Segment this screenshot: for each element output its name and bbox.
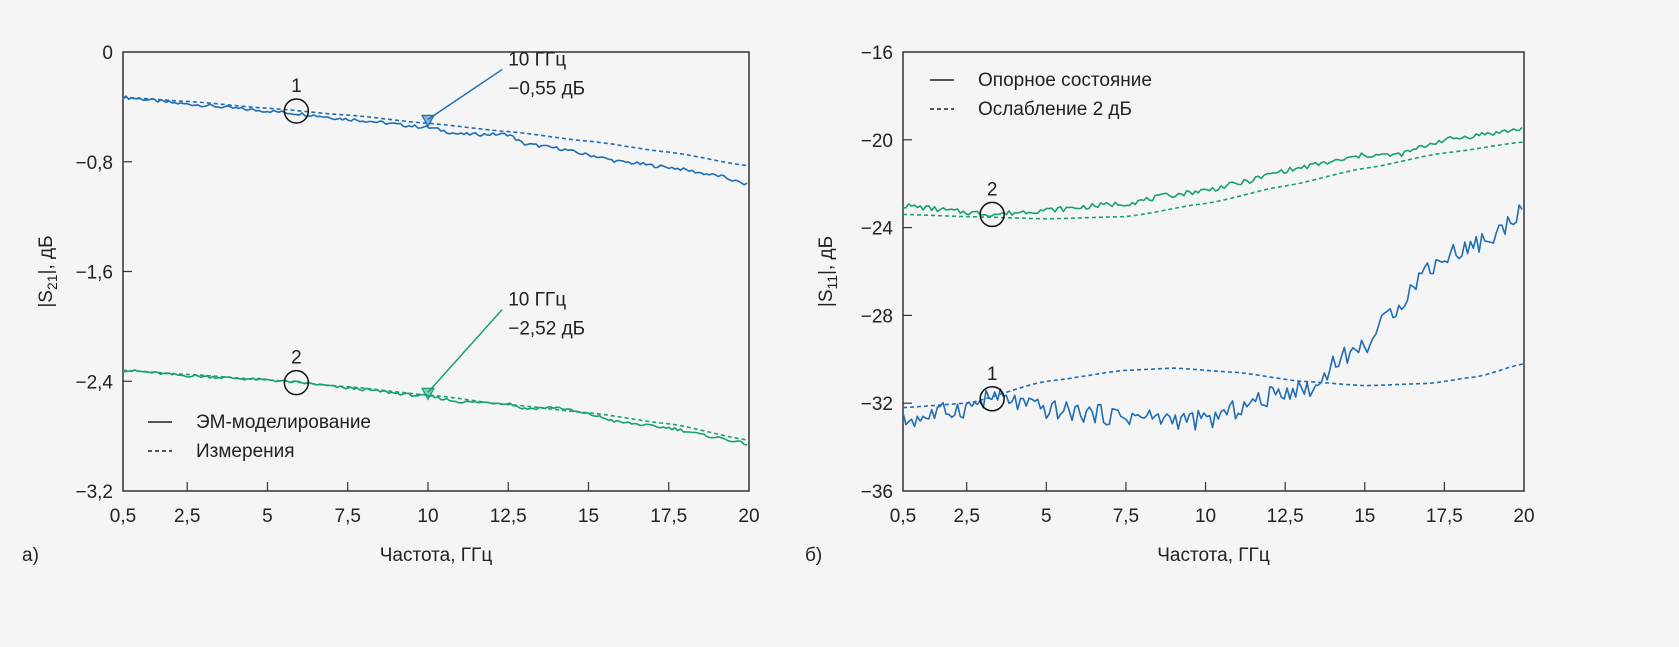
x-axis-label: Частота, ГГц bbox=[1157, 545, 1270, 566]
x-tick-label: 20 bbox=[738, 506, 759, 527]
y-axis-label-subscript: 11 bbox=[824, 275, 840, 290]
x-tick-label: 0,5 bbox=[890, 506, 916, 527]
legend-label: ЭМ-моделирование bbox=[196, 412, 371, 433]
panel-label: б) bbox=[805, 545, 822, 566]
y-tick-label: −16 bbox=[861, 43, 893, 64]
legend-label: Измерения bbox=[196, 441, 295, 462]
y-tick-label: −0,8 bbox=[75, 153, 113, 174]
marker-circle-1 bbox=[979, 386, 1005, 412]
x-tick-label: 12,5 bbox=[490, 506, 527, 527]
annotation-leader-line bbox=[427, 68, 503, 120]
marker-circle-1 bbox=[283, 98, 310, 124]
x-tick-label: 10 bbox=[1195, 506, 1216, 527]
x-tick-label: 0,5 bbox=[110, 506, 136, 527]
chart-b-s11: 0,5 2,5 5 7,5 10 12,5 15 17,5 20 −16 −20 −24 −28 −32 −… bbox=[805, 43, 1535, 566]
series-line-green-dashed bbox=[902, 141, 1525, 220]
marker-circle-2 bbox=[283, 369, 310, 396]
y-axis-label-subscript: 21 bbox=[44, 274, 60, 290]
y-axis-label-prefix: |S bbox=[816, 290, 837, 308]
x-tick-label: 15 bbox=[1354, 506, 1375, 527]
x-tick-label: 17,5 bbox=[1426, 506, 1463, 527]
x-tick-label: 10 bbox=[417, 506, 438, 527]
x-tick-label: 15 bbox=[578, 506, 599, 527]
y-axis-label: |S21|, дБ bbox=[36, 235, 60, 307]
x-tick-label: 7,5 bbox=[1113, 506, 1139, 527]
marker-label-2: 2 bbox=[987, 179, 998, 200]
y-tick-label: 0 bbox=[102, 43, 113, 64]
x-tick-label: 7,5 bbox=[335, 506, 361, 527]
y-tick-label: −28 bbox=[861, 306, 893, 327]
series-line-green-solid bbox=[123, 369, 748, 446]
panel-label: а) bbox=[22, 545, 39, 566]
annotation-triangle-marker bbox=[420, 387, 435, 401]
y-axis-label-prefix: |S bbox=[36, 290, 57, 308]
x-tick-label: 17,5 bbox=[650, 506, 687, 527]
series-line-blue-solid bbox=[902, 204, 1523, 431]
y-tick-label: −24 bbox=[861, 219, 894, 240]
marker-circle-2 bbox=[979, 201, 1005, 228]
legend-label: Опорное состояние bbox=[978, 70, 1152, 91]
marker-label-1: 1 bbox=[987, 364, 998, 385]
plot-frame bbox=[902, 51, 1525, 492]
y-axis-label-suffix: |, дБ bbox=[816, 236, 837, 275]
series-line-green-solid bbox=[902, 126, 1523, 218]
annotation-triangle-marker bbox=[420, 114, 435, 128]
marker-label-1: 1 bbox=[291, 76, 302, 97]
y-tick-label: −3,2 bbox=[75, 482, 113, 503]
x-tick-label: 2,5 bbox=[953, 506, 979, 527]
figure-background bbox=[5, 5, 1674, 603]
y-tick-label: −1,6 bbox=[75, 263, 113, 284]
legend-label: Ослабление 2 дБ bbox=[978, 99, 1132, 120]
x-axis-label: Частота, ГГц bbox=[380, 545, 493, 566]
y-axis-label-suffix: |, дБ bbox=[36, 235, 57, 274]
annotation-frequency: 10 ГГц bbox=[508, 290, 566, 311]
annotation-leader-line bbox=[427, 309, 503, 393]
y-axis-label: |S11|, дБ bbox=[816, 236, 840, 307]
annotation-frequency: 10 ГГц bbox=[508, 49, 566, 70]
y-tick-label: −32 bbox=[861, 394, 893, 415]
series-line-blue-solid bbox=[122, 95, 748, 186]
x-tick-label: 5 bbox=[262, 506, 273, 527]
annotation-value: −0,55 дБ bbox=[508, 78, 585, 99]
marker-label-2: 2 bbox=[291, 348, 302, 369]
y-tick-label: −36 bbox=[861, 482, 893, 503]
x-tick-label: 5 bbox=[1041, 506, 1052, 527]
y-tick-label: −20 bbox=[861, 131, 893, 152]
annotation-value: −2,52 дБ bbox=[508, 319, 585, 340]
series-line-blue-dashed bbox=[902, 362, 1525, 409]
chart-a-s21: 0,5 2,5 5 7,5 10 12,5 15 17,5 20 0 −0,8 −1,6 −2,4 −3,… bbox=[22, 43, 760, 566]
x-tick-label: 2,5 bbox=[174, 506, 200, 527]
y-tick-label: −2,4 bbox=[75, 372, 113, 393]
x-tick-label: 20 bbox=[1513, 506, 1534, 527]
x-tick-label: 12,5 bbox=[1267, 506, 1304, 527]
